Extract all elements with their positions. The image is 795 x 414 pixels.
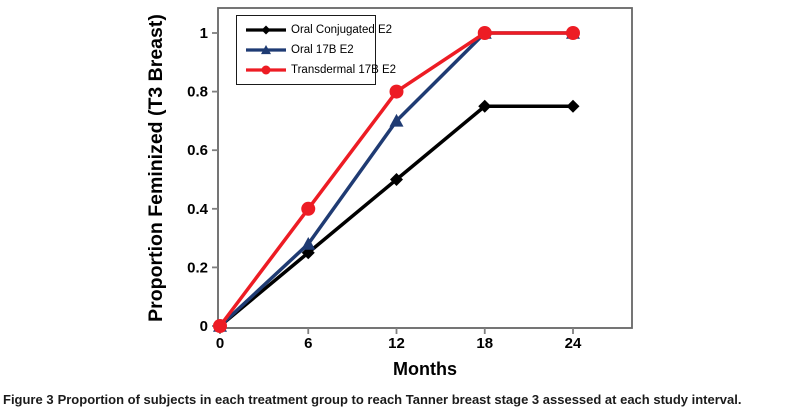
- figure-caption-text: Proportion of subjects in each treatment…: [57, 392, 742, 407]
- circle-marker-icon: [566, 26, 580, 40]
- y-tick-label: 1: [200, 25, 208, 42]
- diamond-marker-icon: [390, 173, 403, 186]
- triangle-marker-icon: [389, 113, 404, 127]
- chart-legend: Oral Conjugated E2 Oral 17B E2 Transderm…: [236, 15, 396, 85]
- y-tick-label: 0.6: [187, 142, 208, 159]
- legend-entry-transdermal-17b-e2: Transdermal 17B E2: [244, 63, 396, 77]
- circle-marker-icon: [213, 319, 227, 333]
- x-tick-label: 12: [388, 335, 405, 352]
- legend-entry-oral-17b-e2: Oral 17B E2: [244, 43, 369, 57]
- legend-entry-oral-conjugated-e2: Oral Conjugated E2: [244, 23, 392, 37]
- circle-marker-icon: [246, 65, 286, 75]
- y-tick-label: 0.2: [187, 259, 208, 276]
- diamond-marker-icon: [246, 25, 286, 35]
- triangle-marker-icon: [301, 236, 316, 250]
- x-tick-label: 0: [216, 335, 224, 352]
- figure-caption-number: Figure 3: [3, 392, 54, 407]
- y-tick-label: 0: [200, 318, 208, 335]
- data-series: [213, 26, 580, 333]
- circle-marker-icon: [389, 84, 404, 99]
- diamond-marker-icon: [261, 25, 271, 35]
- line-chart: 0 0.2 0.4 0.6 0.8 1 0 6 12 18 24 Months Proportion…: [145, 7, 633, 379]
- circle-marker-icon: [261, 65, 271, 75]
- figure-caption: Figure 3 Proportion of subjects in each t…: [3, 390, 795, 410]
- x-tick-label: 6: [304, 335, 312, 352]
- x-axis-title: Months: [393, 359, 457, 379]
- circle-marker-icon: [477, 26, 492, 40]
- y-axis-title: Proportion Feminized (T3 Breast): [145, 14, 167, 322]
- triangle-marker-icon: [246, 45, 286, 55]
- diamond-marker-icon: [566, 99, 580, 113]
- x-tick-label: 24: [565, 335, 582, 352]
- y-tick-label: 0.4: [187, 201, 209, 218]
- legend-label: Oral Conjugated E2: [291, 24, 393, 36]
- circle-marker-icon: [301, 201, 316, 216]
- plot-area-border: [217, 7, 633, 329]
- diamond-marker-icon: [478, 99, 492, 113]
- axis-ticks: 0 0.2 0.4 0.6 0.8 1 0 6 12 18 24: [187, 25, 582, 352]
- y-tick-label: 0.8: [187, 84, 208, 101]
- legend-label: Transdermal 17B E2: [291, 64, 397, 76]
- legend-label: Oral 17B E2: [291, 44, 354, 56]
- triangle-marker-icon: [261, 45, 271, 55]
- series-line-oral-conjugated-e2: [218, 104, 573, 328]
- x-tick-label: 18: [476, 335, 493, 352]
